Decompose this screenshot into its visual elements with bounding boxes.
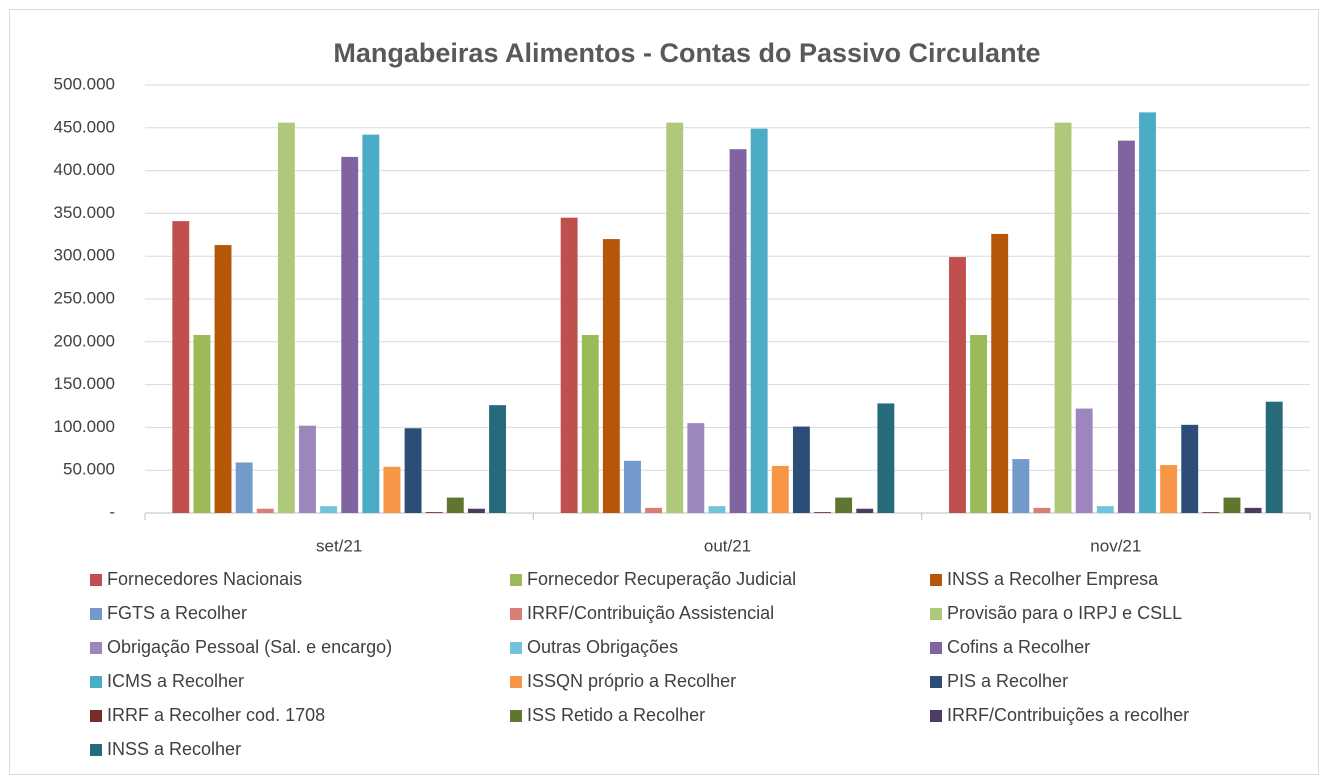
bar [1033,507,1051,513]
bar [277,122,295,513]
y-tick-label: 400.000 [54,160,115,179]
legend-label: INSS a Recolher Empresa [947,569,1159,589]
bar [193,334,211,513]
legend-swatch [510,642,522,654]
legend-label: IRRF/Contribuições a recolher [947,705,1189,725]
legend-swatch [930,676,942,688]
legend-swatch [90,574,102,586]
x-tick-label: out/21 [704,536,751,555]
legend-label: PIS a Recolher [947,671,1068,691]
y-tick-label: - [109,502,115,521]
bar [949,257,966,513]
bar [1096,506,1114,513]
legend-label: Obrigação Pessoal (Sal. e encargo) [107,637,392,657]
bar [235,462,253,513]
y-tick-label: 500.000 [54,74,115,93]
bar [1244,507,1262,513]
legend-swatch [90,608,102,620]
bar [856,508,874,513]
bar [970,334,988,513]
legend-label: ISS Retido a Recolher [527,705,705,725]
chart-title: Mangabeiras Alimentos - Contas do Passiv… [333,38,1040,68]
y-tick-label: 250.000 [54,288,115,307]
legend-swatch [510,710,522,722]
bar [383,466,401,513]
bar [602,239,620,513]
legend-label: Fornecedores Nacionais [107,569,302,589]
legend-label: FGTS a Recolher [107,603,247,623]
y-tick-label: 200.000 [54,331,115,350]
y-tick-label: 450.000 [54,117,115,136]
bar [835,497,853,513]
legend-swatch [930,608,942,620]
y-tick-label: 50.000 [63,460,115,479]
bar [404,428,422,513]
legend-label: Provisão para o IRPJ e CSLL [947,603,1182,623]
legend-label: IRRF a Recolher cod. 1708 [107,705,325,725]
legend-label: ICMS a Recolher [107,671,244,691]
bar [1265,401,1283,513]
bar [256,508,274,513]
bar [299,425,316,513]
bar [581,334,599,513]
y-tick-label: 350.000 [54,203,115,222]
bar [877,403,895,513]
legend-swatch [90,642,102,654]
legend-swatch [510,676,522,688]
bar [1223,497,1241,513]
bar [214,245,232,513]
y-tick-label: 150.000 [54,374,115,393]
bar [645,507,663,513]
bar [792,426,810,513]
legend-swatch [930,642,942,654]
legend-swatch [90,710,102,722]
y-tick-label: 100.000 [54,417,115,436]
legend-label: INSS a Recolher [107,739,241,759]
bar [1054,122,1072,513]
bar [814,512,831,513]
bar [750,128,768,513]
bar [467,508,485,513]
bar [1012,459,1030,513]
bar [1181,424,1199,513]
legend-label: ISSQN próprio a Recolher [527,671,736,691]
legend-swatch [90,744,102,756]
legend-label: IRRF/Contribuição Assistencial [527,603,774,623]
legend-swatch [510,608,522,620]
legend-label: Outras Obrigações [527,637,678,657]
legend-swatch [930,574,942,586]
legend-swatch [90,676,102,688]
bar [1202,512,1220,513]
bar [729,149,747,513]
legend-label: Cofins a Recolher [947,637,1090,657]
bar [624,460,641,513]
bar [489,405,506,513]
legend-swatch [510,574,522,586]
bar [771,465,789,513]
bar [1160,465,1178,513]
bar [320,506,338,513]
x-tick-label: set/21 [316,536,362,555]
bar [425,512,443,513]
bar [1075,408,1093,513]
bar [560,217,578,513]
bar [1117,140,1135,513]
bar [708,506,726,513]
bar [666,122,684,513]
x-tick-label: nov/21 [1090,536,1141,555]
y-tick-label: 300.000 [54,246,115,265]
legend-label: Fornecedor Recuperação Judicial [527,569,796,589]
bar [362,134,380,513]
bar [687,423,705,513]
bar [1139,112,1156,513]
bar [991,233,1009,513]
bar [341,156,359,514]
legend-swatch [930,710,942,722]
bar [172,221,190,513]
bar [446,497,464,513]
